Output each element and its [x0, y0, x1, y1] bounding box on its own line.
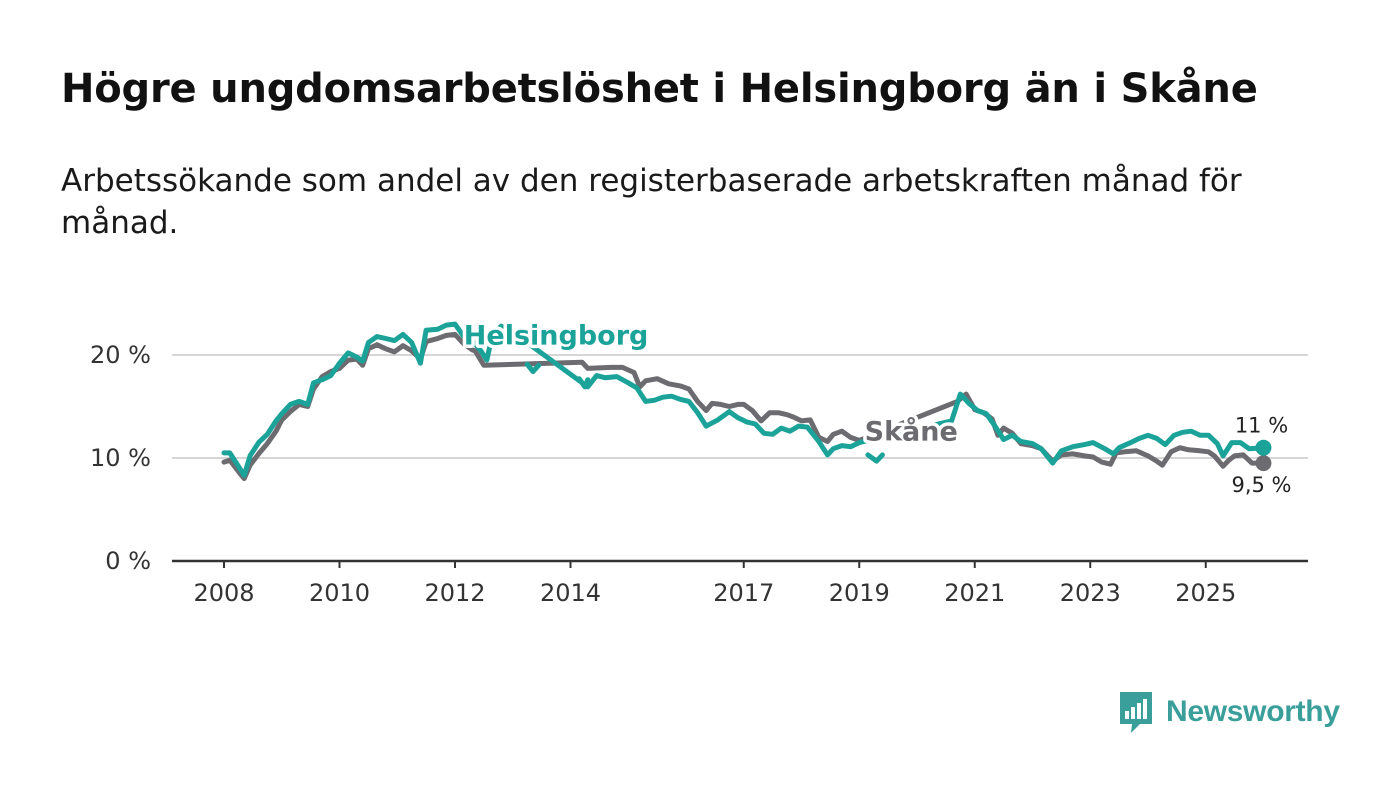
end-marker-sk-ne [1255, 455, 1272, 472]
x-tick-label: 2010 [309, 579, 370, 607]
x-tick-label: 2012 [424, 579, 485, 607]
brand-name: Newsworthy [1166, 695, 1340, 728]
series-line-helsingborg [221, 321, 1266, 478]
gridlines [172, 354, 1308, 459]
y-tick-label: 0 % [105, 547, 151, 575]
series-fragment [524, 361, 542, 374]
x-tick-label: 2008 [193, 579, 254, 607]
chart-title: Högre ungdomsarbetslöshet i Helsingborg … [61, 66, 1258, 112]
x-tick-label: 2019 [829, 579, 890, 607]
series-fragment [865, 452, 885, 464]
chart-labels: 0 % 10 % 20 % 2008 2010 2012 2014 2017 2019 2021 2… [90, 317, 1292, 607]
end-value-label: 9,5 % [1231, 473, 1291, 497]
y-tick-label: 20 % [90, 341, 151, 369]
x-tick-label: 2021 [944, 579, 1005, 607]
newsworthy-logo-icon [1120, 692, 1152, 733]
end-marker-helsingborg [1255, 439, 1272, 456]
x-tick-label: 2014 [540, 579, 601, 607]
x-tick-label: 2025 [1175, 579, 1236, 607]
x-tick-label: 2017 [713, 579, 774, 607]
line-chart: 0 % 10 % 20 % 2008 2010 2012 2014 2017 2019 2021 2… [90, 317, 1308, 607]
end-value-label: 11 % [1235, 414, 1288, 438]
series-name-label: Helsingborg [464, 321, 649, 352]
series-lines [221, 321, 1272, 482]
series-name-label: Skåne [865, 415, 958, 447]
series-fragment [576, 376, 591, 390]
x-tick-label: 2023 [1060, 579, 1121, 607]
axes [172, 559, 1308, 568]
series-line-sk-ne [221, 331, 1266, 482]
chart-subtitle: Arbetssökande som andel av den registerb… [61, 163, 1242, 241]
y-tick-label: 10 % [90, 444, 151, 472]
newsworthy-logo[interactable]: Newsworthy [1118, 690, 1340, 734]
